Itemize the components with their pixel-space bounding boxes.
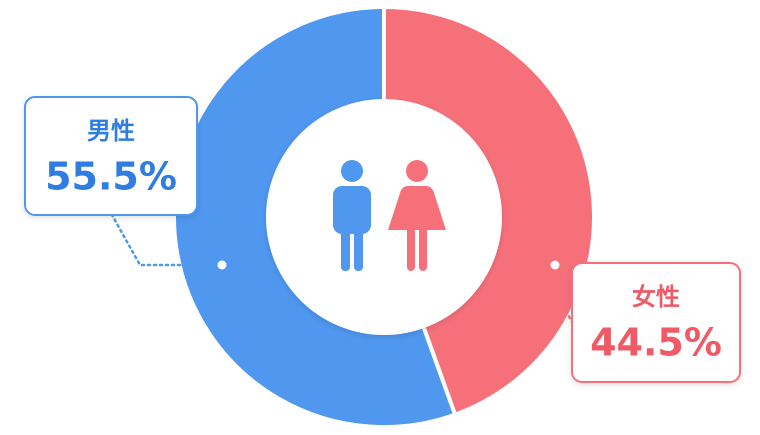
category-label: 女性	[632, 283, 680, 311]
donut-hole	[266, 99, 502, 335]
callout-box	[24, 96, 198, 216]
female-icon	[388, 160, 446, 271]
leader-line	[553, 263, 574, 324]
callout-box	[571, 262, 741, 383]
value-label: 44.5%	[590, 321, 722, 365]
value-label: 55.5%	[45, 155, 177, 199]
leader-dot	[547, 257, 563, 273]
leader-dot	[214, 257, 230, 273]
male-icon	[333, 160, 371, 271]
leader-line	[110, 213, 224, 267]
category-label: 男性	[87, 117, 135, 145]
